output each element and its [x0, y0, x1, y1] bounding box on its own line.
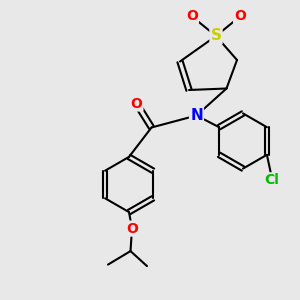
Text: Cl: Cl — [264, 173, 279, 187]
Text: S: S — [211, 28, 221, 44]
Text: O: O — [130, 97, 142, 110]
Text: O: O — [234, 10, 246, 23]
Text: O: O — [186, 10, 198, 23]
Text: O: O — [126, 222, 138, 236]
Text: N: N — [190, 108, 203, 123]
